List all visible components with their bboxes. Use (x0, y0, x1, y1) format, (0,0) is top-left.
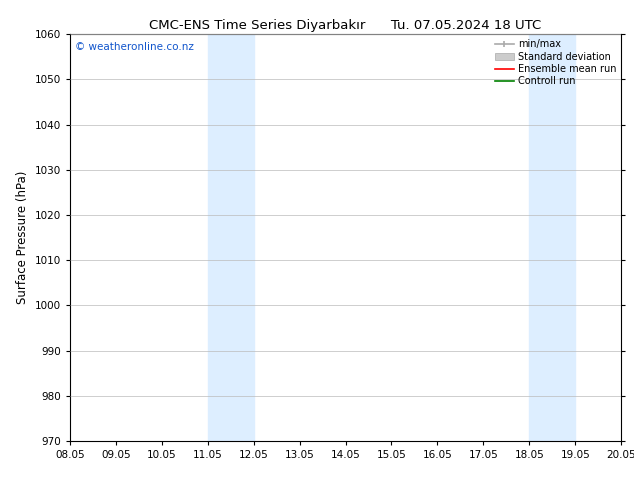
Y-axis label: Surface Pressure (hPa): Surface Pressure (hPa) (16, 171, 29, 304)
Text: © weatheronline.co.nz: © weatheronline.co.nz (75, 43, 194, 52)
Legend: min/max, Standard deviation, Ensemble mean run, Controll run: min/max, Standard deviation, Ensemble me… (492, 36, 619, 89)
Bar (529, 34, 575, 441)
Bar (207, 34, 254, 441)
Title: CMC-ENS Time Series Diyarbakır      Tu. 07.05.2024 18 UTC: CMC-ENS Time Series Diyarbakır Tu. 07.05… (150, 19, 541, 32)
